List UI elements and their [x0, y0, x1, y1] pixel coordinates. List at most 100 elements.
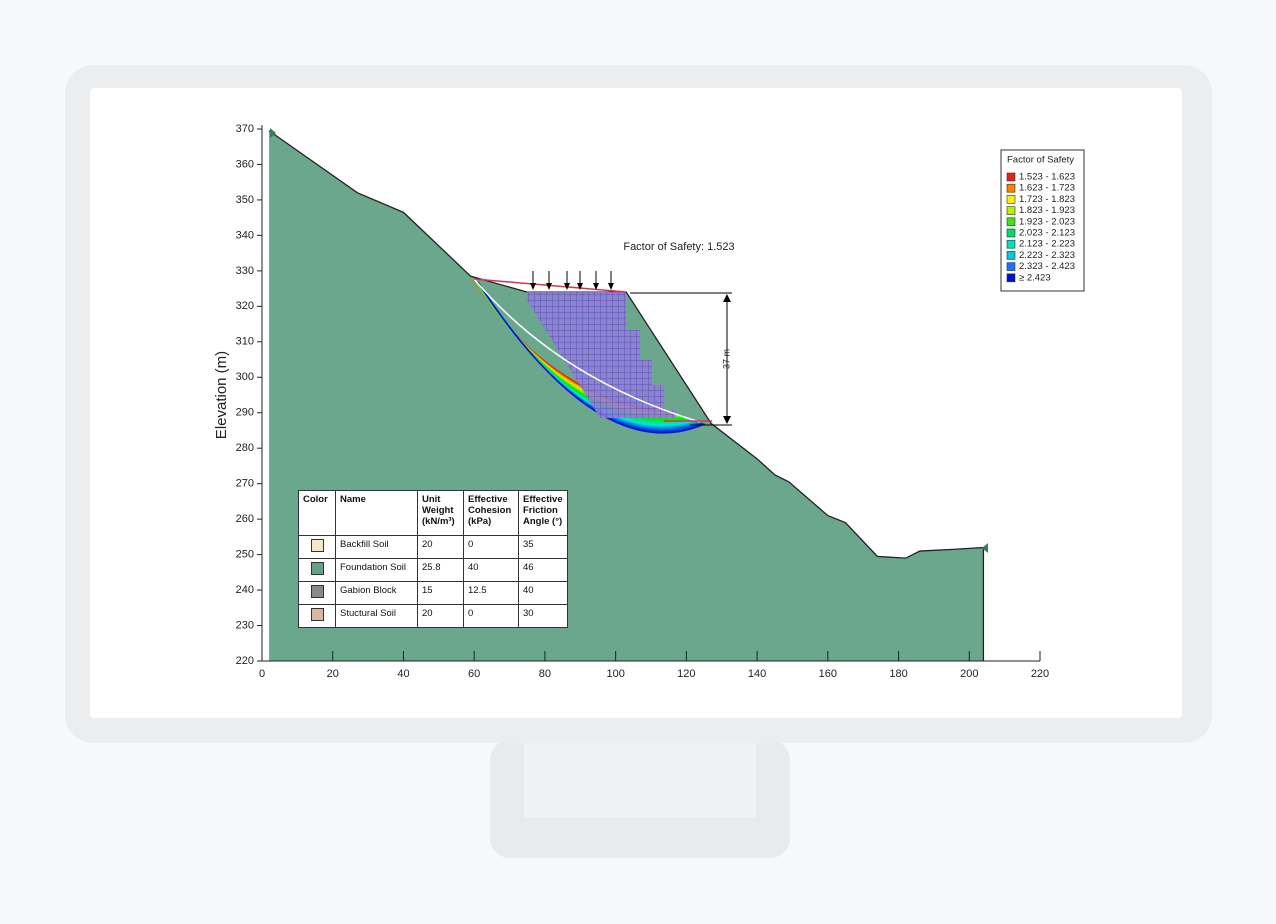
- table-cell: 15: [417, 581, 464, 605]
- legend-label: 1.623 - 1.723: [1019, 183, 1075, 194]
- legend-label: 2.223 - 2.323: [1019, 250, 1075, 261]
- x-tick-label: 60: [468, 668, 480, 680]
- y-tick-label: 220: [236, 655, 254, 667]
- legend-label: ≥ 2.423: [1019, 272, 1051, 283]
- table-cell: 12.5: [463, 581, 519, 605]
- legend-swatch: [1006, 195, 1016, 204]
- color-swatch: [311, 562, 324, 575]
- y-tick-label: 230: [236, 619, 254, 631]
- legend-label: 1.823 - 1.923: [1019, 205, 1075, 216]
- legend-label: 1.923 - 2.023: [1019, 216, 1075, 227]
- load-arrow-head: [593, 283, 599, 290]
- y-tick-label: 270: [236, 478, 254, 490]
- legend-swatch: [1006, 183, 1016, 193]
- table-cell: 35: [518, 535, 568, 559]
- y-tick-label: 330: [236, 265, 254, 277]
- header: Unit Weight (kN/m³): [417, 490, 464, 536]
- legend-label: 2.323 - 2.423: [1019, 261, 1075, 272]
- legend-label: 2.123 - 2.223: [1019, 239, 1075, 250]
- table-cell: 46: [518, 558, 568, 582]
- color-cell: [298, 535, 336, 559]
- x-tick-label: 140: [748, 668, 766, 680]
- y-tick-label: 320: [236, 300, 254, 312]
- table-cell: 20: [417, 604, 464, 628]
- x-tick-label: 100: [606, 668, 624, 680]
- y-tick-label: 260: [236, 513, 254, 525]
- height-annotation: 37 m: [721, 349, 731, 369]
- header: Effective Cohesion (kPa): [463, 490, 519, 536]
- legend-title: Factor of Safety: [1007, 155, 1074, 166]
- table-row: Foundation Soil 25.8 40 46: [298, 558, 568, 582]
- y-tick-label: 370: [236, 123, 254, 135]
- fos-annotation: Factor of Safety: 1.523: [623, 241, 734, 253]
- table-row: Backfill Soil 20 0 35: [298, 535, 568, 559]
- material-table: Color Name Unit Weight (kN/m³) Effective…: [298, 490, 568, 628]
- header: Effective Friction Angle (°): [518, 490, 568, 536]
- y-axis-label: Elevation (m): [213, 351, 230, 439]
- table-cell: 40: [463, 558, 519, 582]
- critical-surface: [473, 278, 701, 423]
- color-swatch: [311, 539, 324, 552]
- table-row: Gabion Block 15 12.5 40: [298, 581, 568, 605]
- table-cell: 25.8: [417, 558, 464, 582]
- y-tick-label: 340: [236, 229, 254, 241]
- table-cell: Backfill Soil: [335, 535, 418, 559]
- legend-label: 1.723 - 1.823: [1019, 194, 1075, 205]
- ground-profile: [268, 130, 984, 559]
- table-cell: Stuctural Soil: [335, 604, 418, 628]
- table-cell: 0: [463, 604, 519, 628]
- table-cell: 40: [518, 581, 568, 605]
- load-arrow-head: [530, 283, 536, 290]
- load-arrow-head: [577, 283, 583, 290]
- x-tick-label: 20: [327, 668, 339, 680]
- legend-swatch: [1006, 172, 1016, 182]
- table-cell: Gabion Block: [335, 581, 418, 605]
- table-cell: 0: [463, 535, 519, 559]
- legend-swatch: [1006, 273, 1016, 283]
- table-cell: Foundation Soil: [335, 558, 418, 582]
- color-cell: [298, 604, 336, 628]
- boundary-marker: [270, 128, 276, 138]
- x-tick-label: 40: [397, 668, 409, 680]
- y-tick-label: 360: [236, 158, 254, 170]
- x-tick-label: 200: [960, 668, 978, 680]
- slip-surface: [477, 281, 706, 434]
- y-tick-label: 350: [236, 194, 254, 206]
- legend-label: 1.523 - 1.623: [1019, 172, 1075, 183]
- legend-swatch: [1006, 217, 1016, 227]
- legend-swatch: [1006, 262, 1016, 271]
- y-tick-label: 310: [236, 336, 254, 348]
- x-tick-label: 160: [819, 668, 837, 680]
- legend-swatch: [1006, 228, 1016, 238]
- header-row: Color Name Unit Weight (kN/m³) Effective…: [298, 490, 568, 536]
- color-swatch: [311, 608, 324, 621]
- y-tick-label: 250: [236, 549, 254, 561]
- legend-swatch: [1006, 239, 1016, 249]
- color-cell: [298, 581, 336, 605]
- y-tick-label: 240: [236, 584, 254, 596]
- gabion-wall: [527, 292, 676, 418]
- color-swatch: [311, 585, 324, 598]
- x-tick-label: 0: [259, 668, 265, 680]
- boundary-marker: [982, 543, 988, 553]
- legend-swatch: [1006, 251, 1016, 260]
- y-tick-label: 300: [236, 371, 254, 383]
- legend-swatch: [1006, 206, 1016, 215]
- y-tick-label: 290: [236, 407, 254, 419]
- table-row: Stuctural Soil 20 0 30: [298, 604, 568, 628]
- table-cell: 30: [518, 604, 568, 628]
- load-arrow-head: [564, 283, 570, 290]
- header: Name: [335, 490, 418, 536]
- table-cell: 20: [417, 535, 464, 559]
- x-tick-label: 80: [539, 668, 551, 680]
- load-arrow-head: [608, 283, 614, 290]
- x-tick-label: 220: [1031, 668, 1049, 680]
- header: Color: [298, 490, 336, 536]
- color-cell: [298, 558, 336, 582]
- legend-label: 2.023 - 2.123: [1019, 228, 1075, 239]
- load-arrow-head: [546, 283, 552, 290]
- x-tick-label: 180: [889, 668, 907, 680]
